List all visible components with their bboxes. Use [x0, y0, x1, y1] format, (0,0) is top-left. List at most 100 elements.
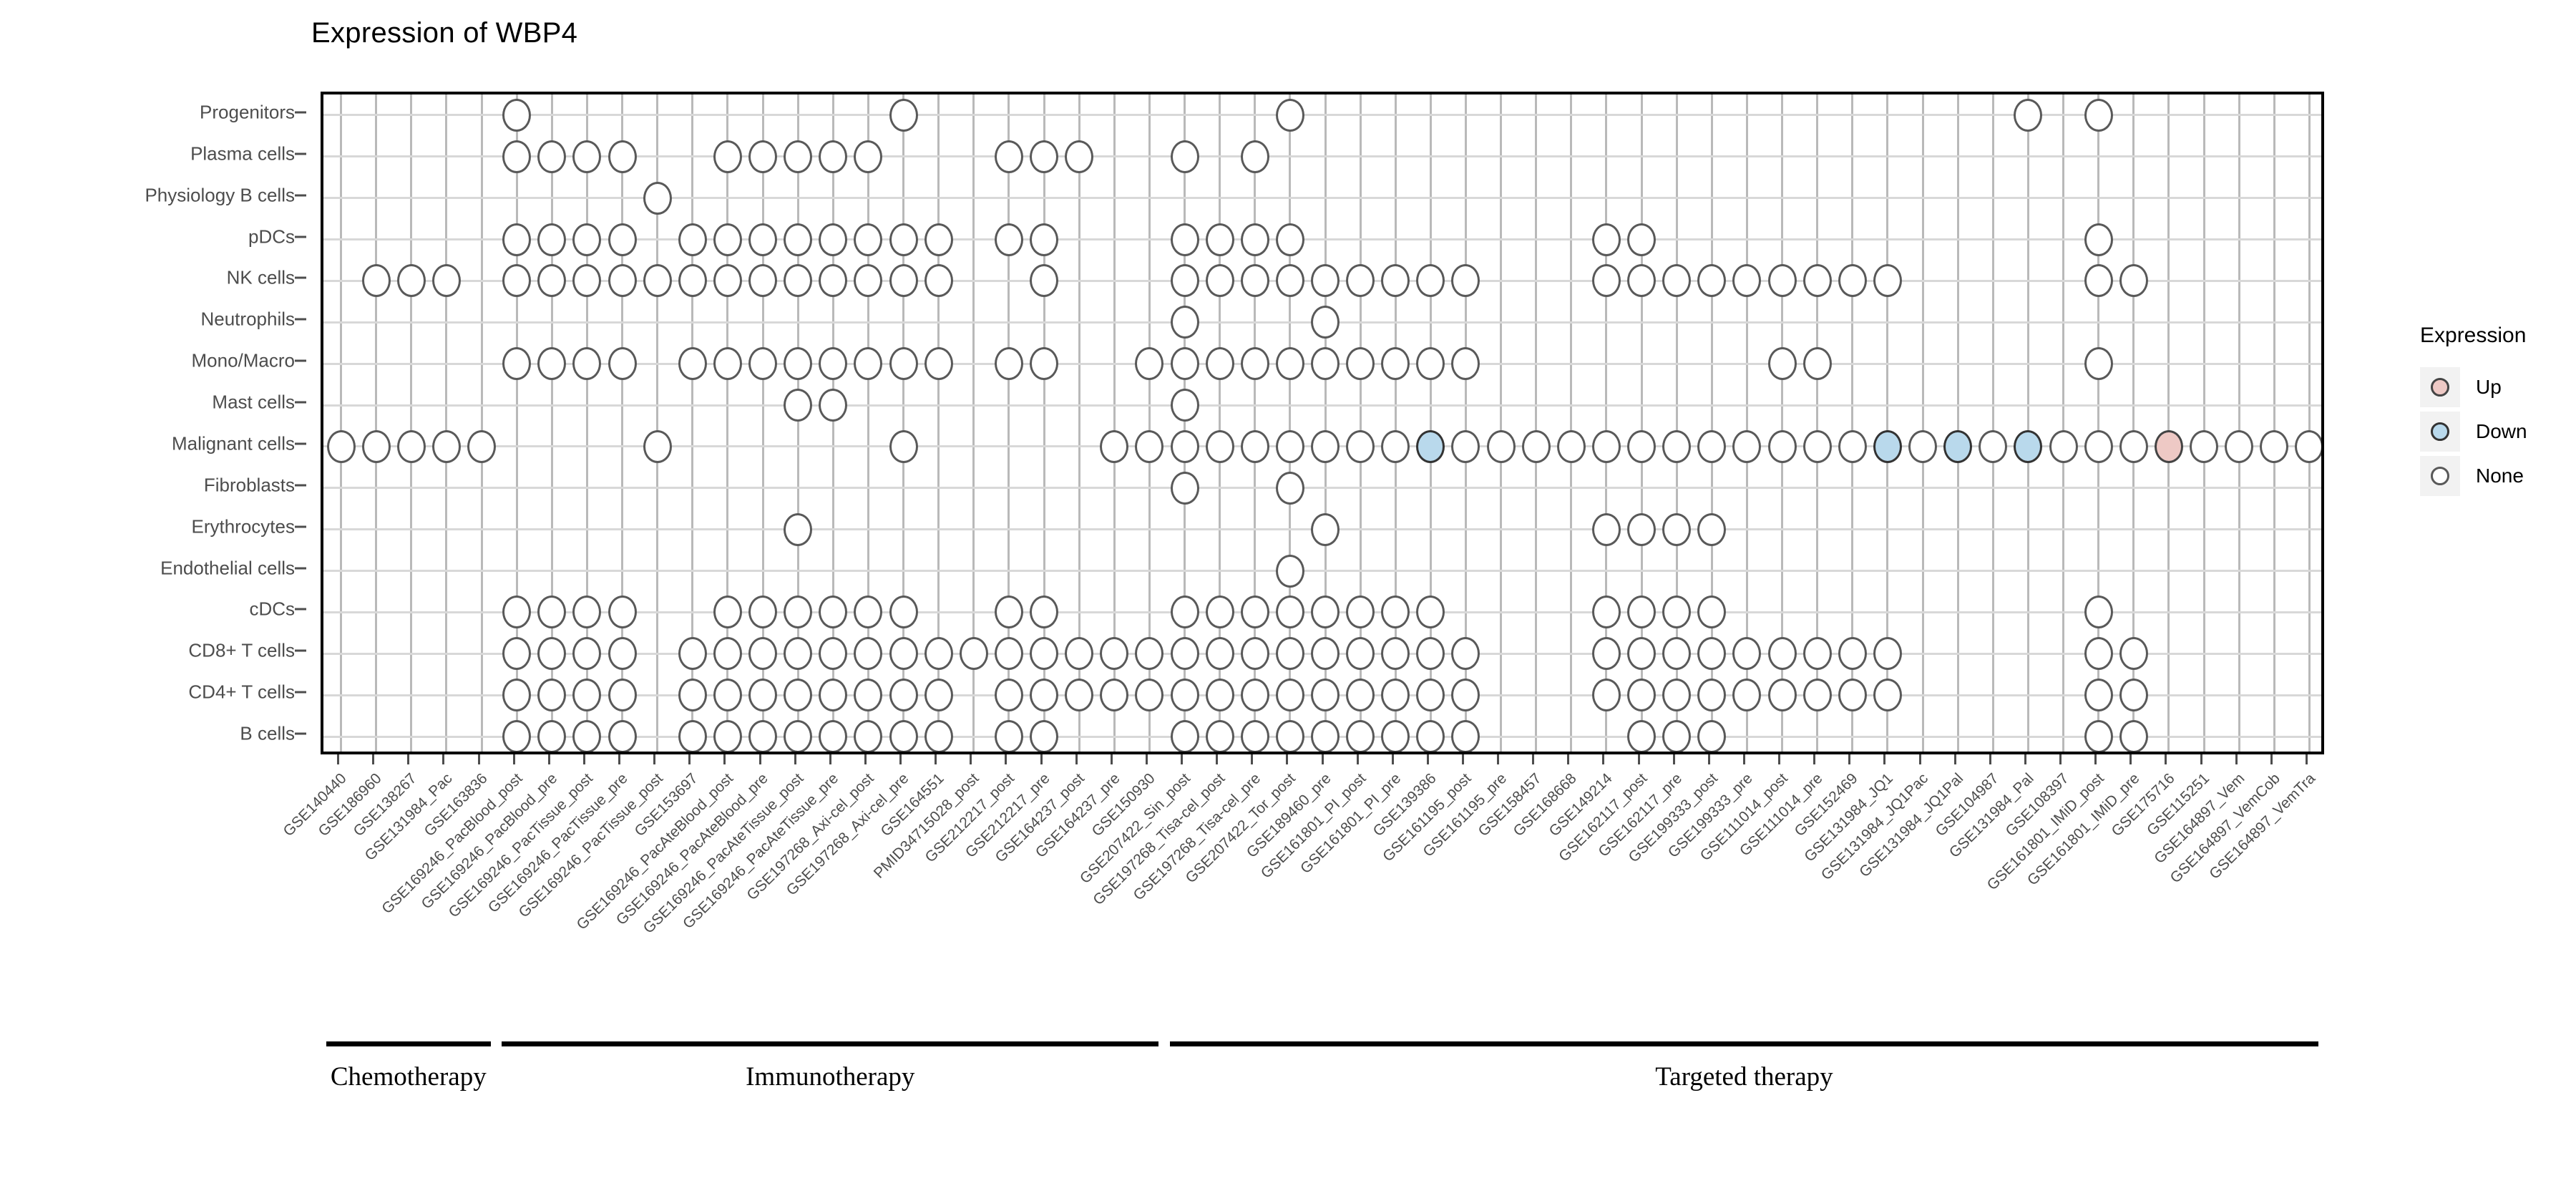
dot-none[interactable]: [1591, 637, 1621, 671]
dot-none[interactable]: [1170, 389, 1199, 422]
dot-none[interactable]: [854, 264, 883, 298]
dot-none[interactable]: [784, 512, 813, 546]
dot-none[interactable]: [1662, 264, 1692, 298]
dot-none[interactable]: [1838, 679, 1867, 712]
dot-none[interactable]: [1591, 429, 1621, 463]
legend-item-down[interactable]: Down: [2420, 409, 2576, 454]
dot-none[interactable]: [713, 596, 742, 629]
dot-none[interactable]: [1767, 347, 1797, 381]
dot-none[interactable]: [994, 637, 1023, 671]
dot-none[interactable]: [608, 223, 637, 256]
dot-none[interactable]: [854, 347, 883, 381]
dot-none[interactable]: [1311, 637, 1340, 671]
dot-none[interactable]: [994, 679, 1023, 712]
dot-none[interactable]: [502, 596, 532, 629]
dot-none[interactable]: [643, 264, 672, 298]
dot-none[interactable]: [1802, 347, 1832, 381]
dot-none[interactable]: [2260, 429, 2289, 463]
dot-none[interactable]: [784, 389, 813, 422]
dot-none[interactable]: [889, 429, 918, 463]
dot-none[interactable]: [748, 347, 778, 381]
dot-none[interactable]: [1767, 264, 1797, 298]
dot-none[interactable]: [1275, 596, 1304, 629]
dot-none[interactable]: [1030, 223, 1059, 256]
dot-none[interactable]: [502, 264, 532, 298]
dot-none[interactable]: [1802, 264, 1832, 298]
dot-none[interactable]: [1100, 679, 1129, 712]
dot-none[interactable]: [502, 347, 532, 381]
dot-none[interactable]: [572, 637, 602, 671]
dot-none[interactable]: [396, 264, 426, 298]
dot-none[interactable]: [2119, 637, 2148, 671]
dot-none[interactable]: [502, 637, 532, 671]
dot-none[interactable]: [2295, 429, 2321, 463]
dot-none[interactable]: [1205, 223, 1234, 256]
dot-none[interactable]: [1627, 264, 1657, 298]
dot-none[interactable]: [1451, 679, 1480, 712]
dot-none[interactable]: [819, 720, 848, 752]
dot-none[interactable]: [784, 140, 813, 173]
dot-none[interactable]: [431, 264, 461, 298]
dot-none[interactable]: [608, 140, 637, 173]
dot-none[interactable]: [1451, 720, 1480, 752]
dot-none[interactable]: [924, 679, 953, 712]
dot-none[interactable]: [1065, 637, 1094, 671]
dot-none[interactable]: [1275, 637, 1304, 671]
dot-none[interactable]: [1591, 596, 1621, 629]
dot-none[interactable]: [2225, 429, 2254, 463]
legend-item-none[interactable]: None: [2420, 454, 2576, 498]
dot-none[interactable]: [1838, 429, 1867, 463]
dot-none[interactable]: [1170, 596, 1199, 629]
dot-none[interactable]: [1100, 429, 1129, 463]
dot-none[interactable]: [1311, 429, 1340, 463]
dot-none[interactable]: [1627, 512, 1657, 546]
dot-none[interactable]: [924, 720, 953, 752]
dot-none[interactable]: [1030, 264, 1059, 298]
dot-none[interactable]: [1240, 347, 1269, 381]
dot-none[interactable]: [748, 637, 778, 671]
dot-none[interactable]: [2049, 429, 2078, 463]
dot-none[interactable]: [502, 223, 532, 256]
dot-none[interactable]: [1205, 720, 1234, 752]
dot-none[interactable]: [1170, 347, 1199, 381]
dot-none[interactable]: [608, 596, 637, 629]
dot-none[interactable]: [537, 720, 567, 752]
dot-none[interactable]: [1311, 720, 1340, 752]
dot-none[interactable]: [502, 140, 532, 173]
dot-none[interactable]: [1662, 512, 1692, 546]
dot-none[interactable]: [1416, 637, 1445, 671]
dot-none[interactable]: [924, 223, 953, 256]
dot-none[interactable]: [1205, 347, 1234, 381]
dot-none[interactable]: [608, 720, 637, 752]
dot-none[interactable]: [784, 720, 813, 752]
dot-none[interactable]: [1135, 347, 1164, 381]
dot-none[interactable]: [1591, 264, 1621, 298]
dot-none[interactable]: [1170, 306, 1199, 339]
dot-none[interactable]: [1767, 637, 1797, 671]
dot-none[interactable]: [537, 223, 567, 256]
dot-none[interactable]: [1451, 347, 1480, 381]
dot-none[interactable]: [1662, 637, 1692, 671]
dot-down[interactable]: [2014, 429, 2043, 463]
dot-none[interactable]: [2084, 429, 2113, 463]
dot-none[interactable]: [819, 637, 848, 671]
dot-none[interactable]: [713, 637, 742, 671]
dot-none[interactable]: [1627, 637, 1657, 671]
dot-none[interactable]: [854, 720, 883, 752]
dot-none[interactable]: [1416, 679, 1445, 712]
dot-none[interactable]: [572, 347, 602, 381]
dot-none[interactable]: [889, 347, 918, 381]
dot-none[interactable]: [1697, 720, 1727, 752]
dot-none[interactable]: [1662, 596, 1692, 629]
dot-none[interactable]: [2084, 98, 2113, 132]
dot-none[interactable]: [1802, 429, 1832, 463]
dot-none[interactable]: [713, 347, 742, 381]
dot-none[interactable]: [1908, 429, 1938, 463]
dot-none[interactable]: [1065, 140, 1094, 173]
dot-none[interactable]: [1311, 306, 1340, 339]
dot-none[interactable]: [1697, 596, 1727, 629]
dot-none[interactable]: [643, 429, 672, 463]
dot-none[interactable]: [994, 223, 1023, 256]
dot-none[interactable]: [537, 264, 567, 298]
dot-none[interactable]: [1346, 347, 1375, 381]
